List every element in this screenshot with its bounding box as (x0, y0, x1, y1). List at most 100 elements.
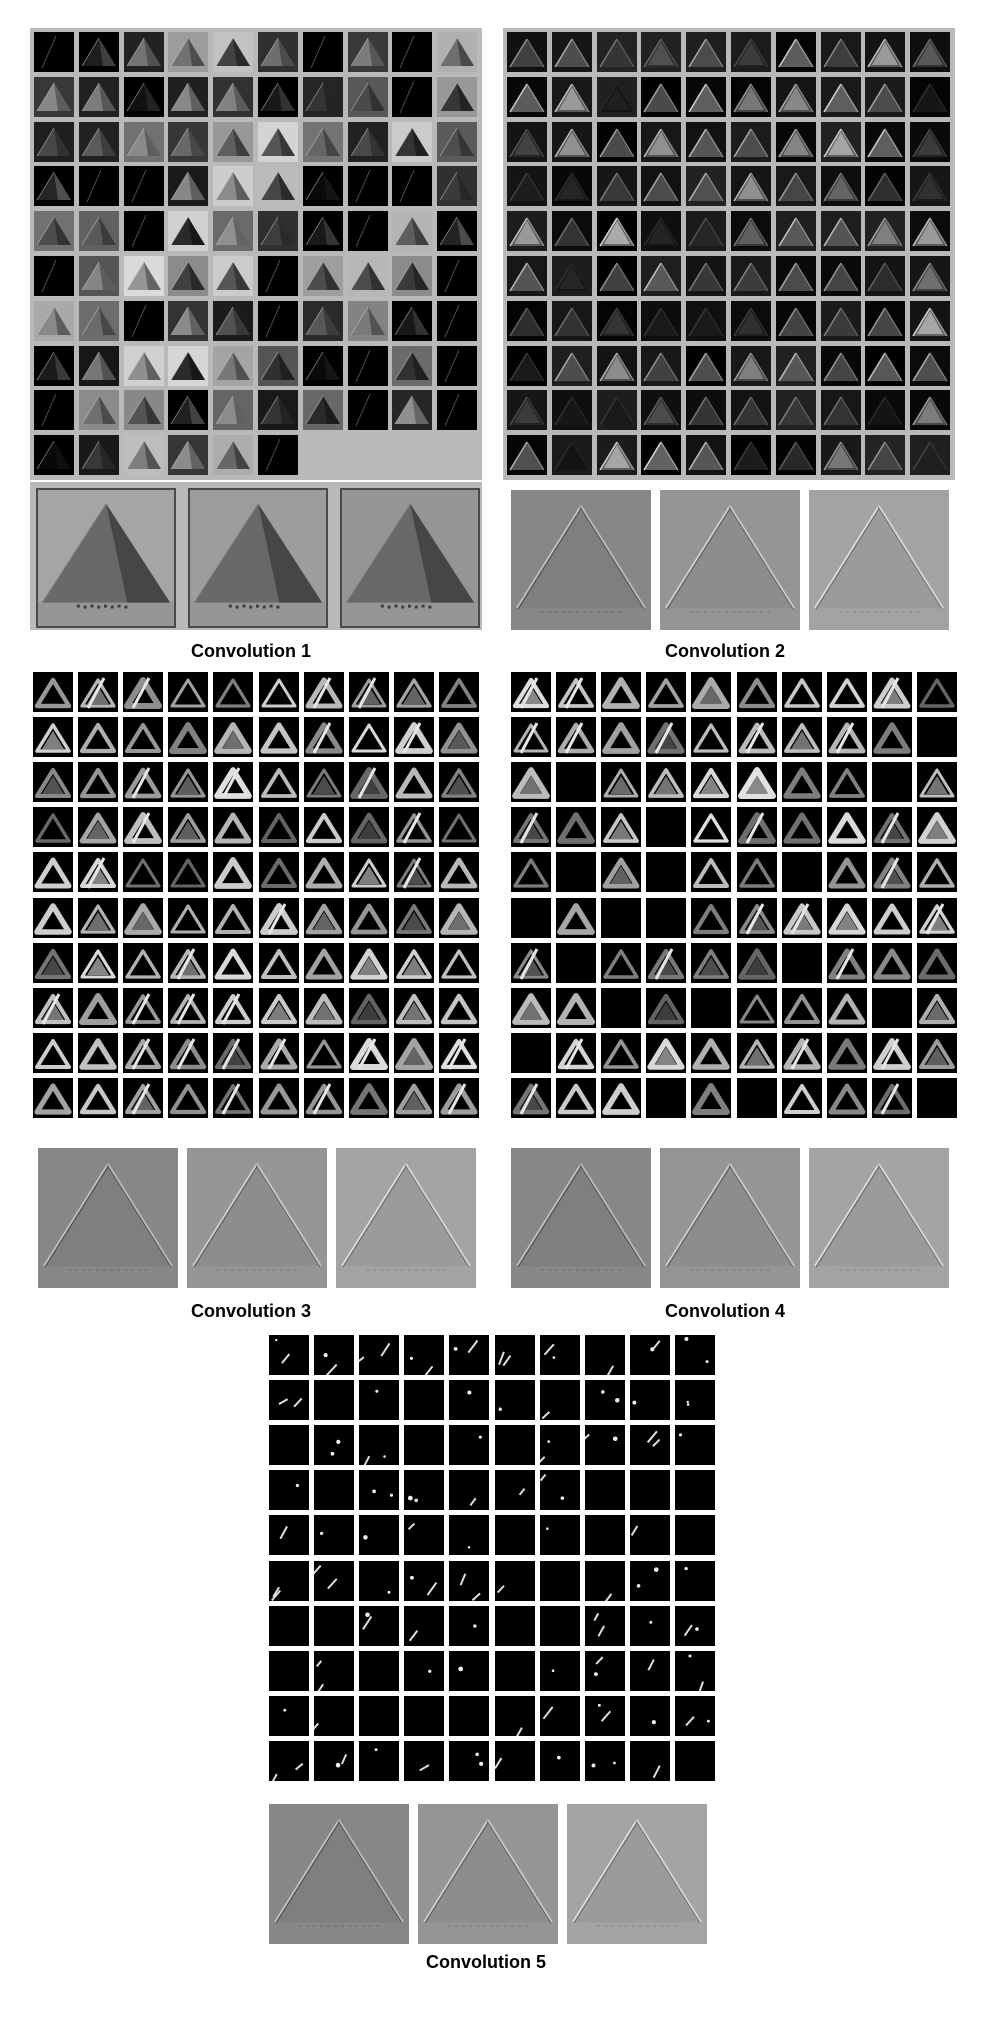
feature-map-tile (404, 1335, 445, 1375)
feature-map-tile (865, 390, 906, 431)
feature-map-tile (213, 807, 254, 848)
feature-map-tile (494, 1740, 535, 1781)
feature-map-tile (601, 942, 642, 983)
feature-map-tile (213, 1077, 254, 1118)
feature-map-tile (910, 300, 951, 341)
reconstruction-image (809, 490, 949, 630)
feature-map-tile (646, 762, 687, 803)
feature-map-tile (494, 1605, 535, 1646)
feature-map-tile (168, 672, 209, 712)
feature-map-tile (820, 390, 861, 431)
feature-map-tile (449, 1740, 490, 1781)
feature-map-tile (731, 256, 771, 296)
feature-map-tile (820, 345, 861, 386)
feature-map-tile (507, 76, 547, 117)
feature-map-tile (347, 211, 388, 252)
feature-map-tile (865, 211, 906, 252)
feature-map-tile (494, 1425, 535, 1466)
feature-map-tile (213, 211, 254, 252)
feature-map-tile (781, 897, 822, 938)
feature-map-tile (213, 897, 254, 938)
feature-map-tile (507, 121, 547, 162)
feature-map-tile (507, 345, 547, 386)
feature-map-tile (438, 762, 479, 803)
feature-map-tile (865, 435, 906, 476)
feature-map-tile (303, 807, 344, 848)
reconstruction-image (269, 1804, 409, 1944)
feature-map-tile (123, 942, 164, 983)
feature-map-tile (437, 345, 478, 386)
feature-map-tile (438, 672, 479, 712)
feature-map-tile (348, 852, 389, 893)
feature-map-tile (494, 1515, 535, 1556)
feature-map-tile (302, 345, 343, 386)
feature-map-tile (556, 717, 597, 758)
feature-map-tile (347, 256, 388, 296)
feature-map-tile (437, 390, 478, 431)
feature-map-tile (551, 300, 592, 341)
feature-map-tile (775, 256, 816, 296)
feature-map-tile (781, 717, 822, 758)
feature-map-tile (910, 211, 951, 252)
feature-map-tile (392, 211, 433, 252)
feature-map-tile (78, 76, 119, 117)
feature-map-tile (691, 852, 732, 893)
feature-map-tile (584, 1650, 625, 1691)
feature-map-tile (731, 121, 771, 162)
feature-map-tile (686, 256, 727, 296)
feature-map-tile (820, 76, 861, 117)
feature-map-tile (393, 762, 434, 803)
feature-map-tile (820, 300, 861, 341)
caption-convolution-4: Convolution 4 (665, 1301, 785, 1321)
feature-map-tile (556, 1032, 597, 1073)
caption-convolution-1: Convolution 1 (191, 641, 311, 661)
feature-map-tile (78, 852, 119, 893)
feature-map-tile (168, 76, 209, 117)
feature-map-tile (34, 211, 74, 252)
feature-map-tile (78, 32, 119, 72)
feature-map-tile (731, 32, 771, 72)
feature-map-tile (820, 211, 861, 252)
feature-map-tile (34, 76, 74, 117)
feature-map-tile (910, 435, 951, 476)
feature-map-tile (691, 942, 732, 983)
feature-map-tile (34, 345, 74, 386)
feature-map-tile (494, 1695, 535, 1736)
feature-map-tile (347, 345, 388, 386)
feature-map-tile (641, 121, 682, 162)
feature-map-tile (123, 76, 164, 117)
feature-map-tile (359, 1335, 400, 1375)
feature-map-tile (691, 987, 732, 1028)
feature-map-tile (269, 1335, 309, 1375)
feature-map-tile (494, 1335, 535, 1375)
feature-map-tile (392, 390, 433, 431)
feature-map-grid-conv1 (30, 28, 482, 480)
feature-map-tile (781, 942, 822, 983)
feature-map-tile (551, 76, 592, 117)
feature-map-tile (775, 166, 816, 207)
feature-map-tile (781, 762, 822, 803)
feature-map-tile (686, 211, 727, 252)
feature-map-tile (507, 390, 547, 431)
feature-map-tile (910, 166, 951, 207)
feature-map-tile (347, 76, 388, 117)
feature-map-tile (781, 672, 822, 712)
feature-map-tile (551, 256, 592, 296)
feature-map-tile (78, 256, 119, 296)
feature-map-tile (269, 1560, 309, 1601)
feature-map-tile (269, 1515, 309, 1556)
feature-map-tile (348, 1077, 389, 1118)
feature-map-tile (449, 1650, 490, 1691)
feature-map-tile (916, 897, 957, 938)
feature-map-tile (646, 717, 687, 758)
feature-map-tile (596, 435, 637, 476)
feature-map-tile (168, 762, 209, 803)
feature-map-tile (392, 256, 433, 296)
feature-map-tile (511, 717, 551, 758)
feature-map-tile (507, 435, 547, 476)
feature-map-tile (437, 256, 478, 296)
feature-map-tile (646, 897, 687, 938)
feature-map-tile (213, 987, 254, 1028)
feature-map-tile (629, 1470, 670, 1511)
feature-map-tile (865, 76, 906, 117)
